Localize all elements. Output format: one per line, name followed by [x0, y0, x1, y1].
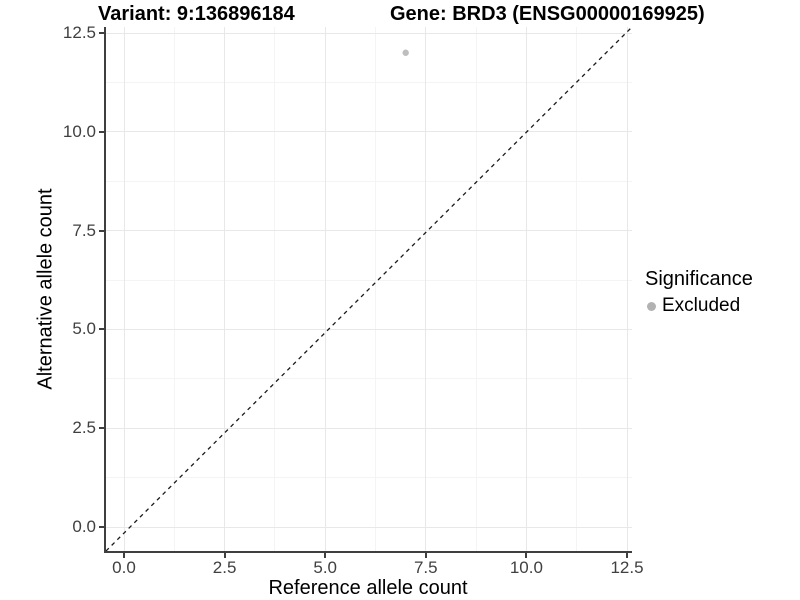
legend: Significance Excluded — [645, 268, 753, 317]
x-minor-gridline — [173, 27, 175, 551]
x-minor-gridline — [475, 27, 477, 551]
panel-overlay — [106, 27, 632, 551]
x-axis-tick-label: 10.0 — [509, 558, 543, 577]
x-major-gridline — [626, 27, 628, 551]
y-minor-gridline — [106, 378, 632, 380]
x-axis-tick-label: 2.5 — [212, 558, 237, 577]
plot-panel — [104, 27, 632, 553]
y-axis-tick-label: 10.0 — [62, 121, 96, 141]
y-major-gridline — [106, 427, 632, 429]
legend-item-excluded: Excluded — [647, 295, 753, 317]
y-major-gridline — [106, 526, 632, 528]
x-minor-gridline — [375, 27, 376, 551]
y-axis-tick-label: 7.5 — [72, 220, 96, 240]
x-major-gridline — [224, 27, 226, 551]
x-axis-tick-label: 12.5 — [610, 558, 644, 577]
identity-dashed-line — [106, 27, 632, 551]
y-minor-gridline — [106, 279, 632, 281]
x-axis-tick — [223, 553, 226, 558]
data-point-excluded — [402, 49, 409, 56]
y-axis-tick-label: 12.5 — [62, 23, 96, 42]
x-axis-tick-label: 7.5 — [413, 558, 438, 577]
x-axis-tick — [424, 553, 427, 558]
x-axis-tick-label: 0.0 — [112, 558, 136, 577]
y-axis-tick — [99, 526, 104, 528]
y-axis-tick — [99, 32, 104, 34]
y-axis-tick-label: 5.0 — [72, 319, 96, 339]
y-major-gridline — [106, 230, 632, 232]
y-axis-tick-label: 2.5 — [72, 418, 96, 438]
y-major-gridline — [106, 131, 632, 133]
x-minor-gridline — [576, 27, 578, 551]
y-axis-tick — [99, 328, 104, 331]
y-axis-tick-label: 0.0 — [72, 517, 96, 536]
x-axis-tick-label: 5.0 — [313, 558, 338, 577]
legend-title: Significance — [645, 268, 753, 290]
y-major-gridline — [106, 328, 632, 330]
legend-key-dot-icon — [647, 301, 656, 311]
x-major-gridline — [525, 27, 527, 551]
y-axis-tick — [99, 130, 104, 133]
x-axis-tick — [626, 553, 628, 558]
y-axis-tick — [99, 427, 104, 430]
x-major-gridline — [123, 27, 125, 551]
y-minor-gridline — [106, 477, 632, 479]
x-major-gridline — [324, 27, 326, 551]
x-minor-gridline — [274, 27, 276, 551]
y-minor-gridline — [106, 180, 632, 182]
legend-item-label: Excluded — [662, 295, 741, 316]
variant-title: Variant: 9:136896184 — [98, 3, 295, 25]
x-axis-tick — [324, 553, 327, 558]
x-axis-title: Reference allele count — [268, 577, 468, 599]
y-minor-gridline — [106, 81, 632, 83]
y-axis-tick — [99, 229, 104, 232]
y-major-gridline — [106, 32, 632, 34]
gene-title: Gene: BRD3 (ENSG00000169925) — [390, 3, 705, 25]
x-axis-tick — [123, 553, 125, 558]
x-major-gridline — [425, 27, 427, 551]
x-axis-tick — [525, 553, 528, 558]
y-axis-title: Alternative allele count — [34, 188, 57, 390]
